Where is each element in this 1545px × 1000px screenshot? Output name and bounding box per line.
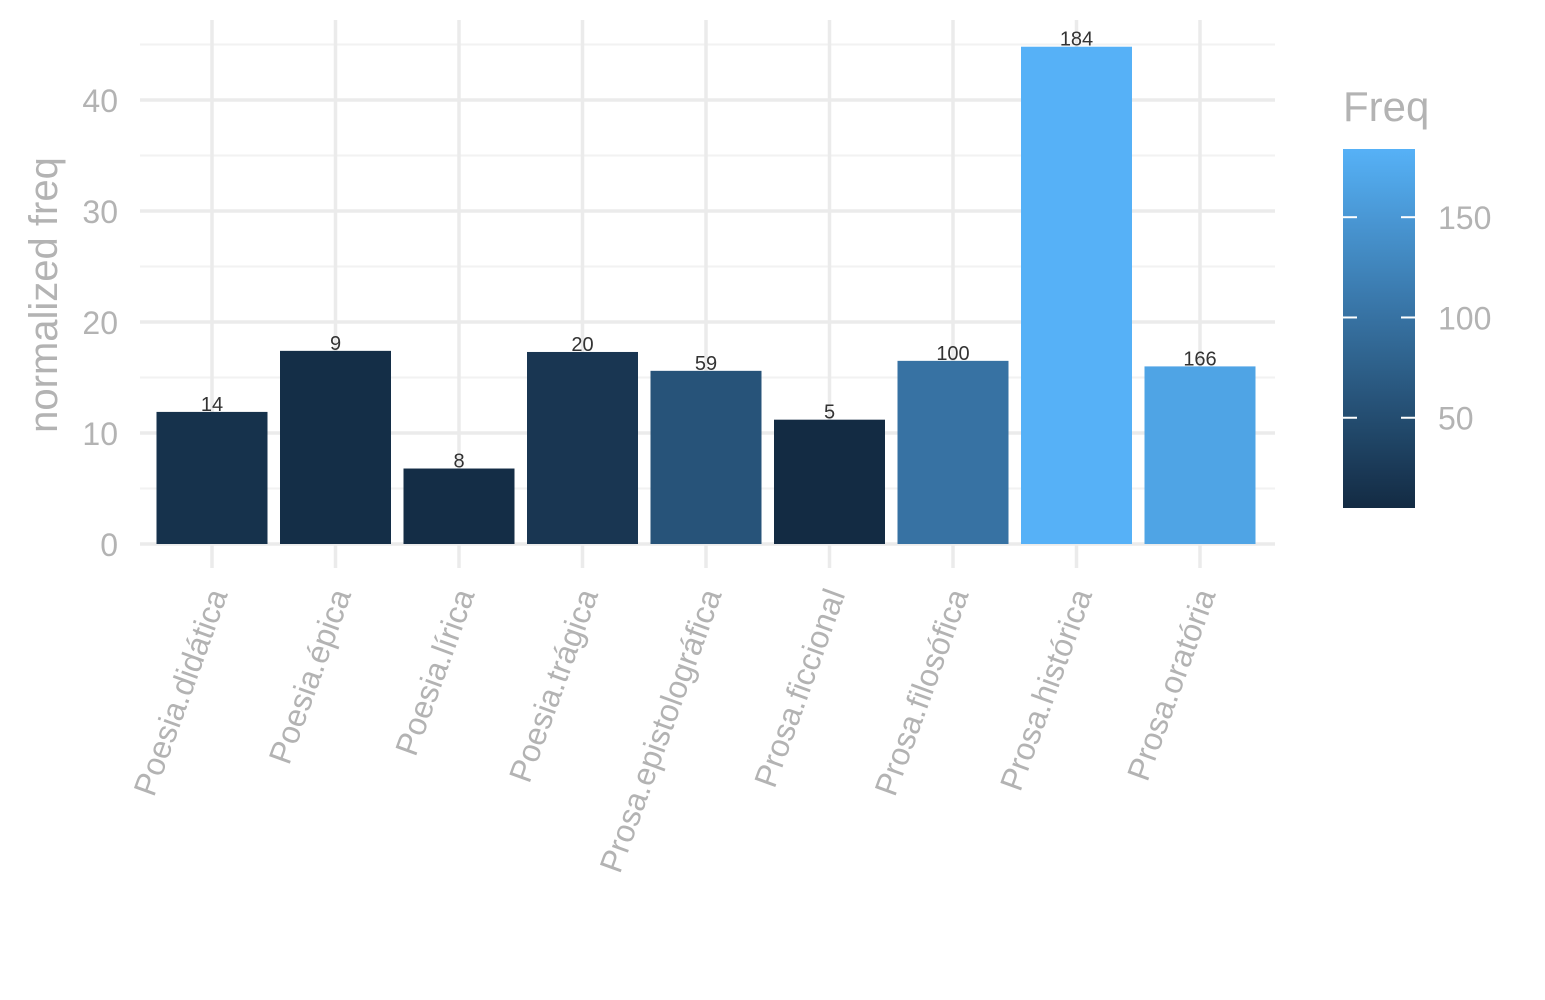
legend-colorbar — [1343, 149, 1415, 508]
legend-tick-label: 100 — [1438, 300, 1491, 336]
bar-value-label: 184 — [1060, 29, 1093, 51]
bar-value-label: 166 — [1183, 348, 1216, 370]
x-axis: Poesia.didática Poesia.épica Poesia.lírica… — [127, 556, 1223, 877]
legend-tick-label: 50 — [1438, 401, 1474, 437]
color-legend: Freq 50 100 150 — [1343, 83, 1491, 508]
data-labels: 14 9 8 20 59 5 100 184 166 — [201, 29, 1217, 473]
bar-prosa-orat-ria — [1144, 366, 1256, 544]
bar-poesia-l-rica — [403, 468, 515, 544]
bar-poesia-did-tica — [156, 411, 268, 544]
bar-value-label: 100 — [936, 343, 969, 365]
y-tick-label: 30 — [82, 194, 118, 230]
bar-poesia-pica — [280, 350, 391, 544]
x-tick-label: Prosa.oratória — [1120, 584, 1223, 785]
x-tick-label: Prosa.histórica — [993, 584, 1099, 795]
bar-prosa-epistologr-fica — [650, 370, 762, 544]
y-tick-label: 0 — [100, 527, 118, 563]
legend-tick-label: 150 — [1438, 200, 1491, 236]
bars — [156, 46, 1256, 544]
bar-prosa-hist-rica — [1021, 46, 1132, 544]
legend-title: Freq — [1343, 83, 1429, 130]
x-tick-label: Prosa.epistolográfica — [593, 584, 729, 877]
y-tick-label: 40 — [82, 83, 118, 119]
y-tick-label: 20 — [82, 305, 118, 341]
y-axis: 0 10 20 30 40 — [82, 83, 118, 563]
x-tick-label: Poesia.lírica — [388, 584, 482, 760]
bar-value-label: 9 — [330, 333, 341, 355]
bar-poesia-tr-gica — [527, 351, 638, 544]
x-tick-label: Prosa.filosófica — [868, 584, 976, 800]
x-tick-label: Poesia.trágica — [502, 584, 605, 787]
x-tick-label: Poesia.didática — [127, 584, 235, 800]
bar-value-label: 8 — [453, 451, 464, 473]
y-axis-title: normalized freq — [22, 157, 66, 433]
y-tick-label: 10 — [82, 416, 118, 452]
bar-value-label: 59 — [695, 353, 717, 375]
legend-ticks: 50 100 150 — [1343, 200, 1491, 437]
x-tick-label: Prosa.ficcional — [747, 584, 852, 792]
bar-prosa-filos-fica — [897, 360, 1009, 544]
bar-value-label: 20 — [571, 334, 593, 356]
bar-value-label: 14 — [201, 394, 223, 416]
bar-prosa-ficcional — [774, 419, 885, 544]
bar-value-label: 5 — [824, 402, 835, 424]
x-tick-label: Poesia.épica — [262, 584, 359, 769]
